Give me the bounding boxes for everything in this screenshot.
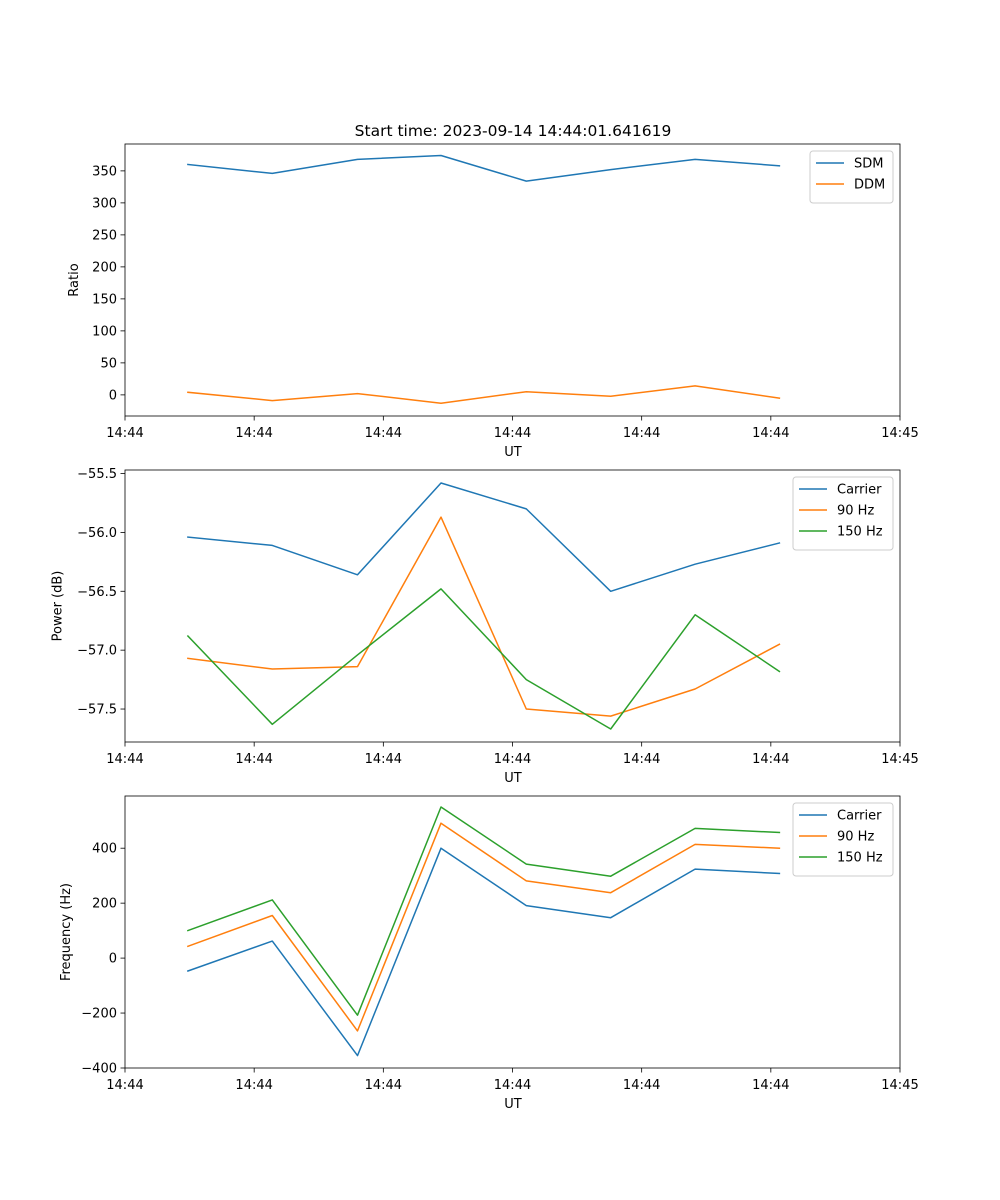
x-tick-label: 14:45 xyxy=(881,1078,918,1093)
x-tick-label: 14:44 xyxy=(623,1078,660,1093)
y-tick-label: −200 xyxy=(81,1007,117,1022)
y-tick-label: −400 xyxy=(81,1062,117,1077)
legend-label-ddm: DDM xyxy=(854,178,885,193)
x-tick-label: 14:44 xyxy=(365,752,402,767)
y-tick-label: −55.5 xyxy=(77,467,117,482)
series-line-150-hz xyxy=(186,806,781,1016)
legend: SDM DDM xyxy=(809,150,894,204)
x-tick-label: 14:44 xyxy=(106,1078,143,1093)
y-tick-label: 200 xyxy=(92,260,117,275)
legend-box xyxy=(809,150,894,204)
chart-panel-3: 14:44 14:44 14:44 14:44 14:44 14:44 14:45 −400 −… xyxy=(59,795,919,1112)
series-line-90-hz xyxy=(186,822,781,1032)
x-tick-label: 14:44 xyxy=(752,1078,789,1093)
legend: Carrier 90 Hz 150 Hz xyxy=(792,476,894,551)
y-tick-label: −56.0 xyxy=(77,526,117,541)
series-line-sdm xyxy=(187,154,781,182)
y-tick-label: 0 xyxy=(109,388,117,403)
y-tick-label: 150 xyxy=(92,292,117,307)
series-line-90-hz xyxy=(187,516,781,717)
y-axis-label: Ratio xyxy=(67,263,82,296)
x-tick-label: 14:44 xyxy=(494,426,531,441)
legend-label-150-hz: 150 Hz xyxy=(837,851,883,866)
y-tick-label: 0 xyxy=(109,952,117,967)
legend-label-sdm: SDM xyxy=(854,157,883,172)
chart-panel-2: 14:44 14:44 14:44 14:44 14:44 14:44 14:45 −57.5… xyxy=(51,467,919,786)
x-tick-label: 14:44 xyxy=(365,1078,402,1093)
x-tick-label: 14:44 xyxy=(365,426,402,441)
x-axis-label: UT xyxy=(504,771,522,786)
x-tick-label: 14:44 xyxy=(235,426,272,441)
y-tick-label: 200 xyxy=(92,897,117,912)
series-line-carrier xyxy=(186,847,781,1057)
series-line-ddm xyxy=(187,385,781,404)
y-tick-label: −56.5 xyxy=(77,585,117,600)
series-line-150-hz xyxy=(186,588,781,730)
legend-label-carrier: Carrier xyxy=(837,483,882,498)
chart-panel-1: 14:44 14:44 14:44 14:44 14:44 14:44 14:45 0 50 10… xyxy=(67,143,919,460)
y-tick-label: 400 xyxy=(92,842,117,857)
y-tick-label: 100 xyxy=(92,324,117,339)
y-tick-label: 350 xyxy=(92,164,117,179)
legend-label-90-hz: 90 Hz xyxy=(837,830,874,845)
x-tick-label: 14:45 xyxy=(881,752,918,767)
y-axis-label: Frequency (Hz) xyxy=(59,883,74,981)
x-tick-label: 14:44 xyxy=(494,1078,531,1093)
legend-label-90-hz: 90 Hz xyxy=(837,504,874,519)
x-axis-label: UT xyxy=(504,445,522,460)
x-tick-label: 14:44 xyxy=(494,752,531,767)
x-tick-label: 14:44 xyxy=(235,1078,272,1093)
legend: Carrier 90 Hz 150 Hz xyxy=(792,802,894,877)
figure-title: Start time: 2023-09-14 14:44:01.641619 xyxy=(355,122,672,140)
y-axis-label: Power (dB) xyxy=(51,571,66,642)
series-line-carrier xyxy=(187,482,781,593)
legend-label-150-hz: 150 Hz xyxy=(837,525,883,540)
y-tick-label: 250 xyxy=(92,228,117,243)
y-tick-label: 50 xyxy=(100,356,117,371)
y-tick-label: −57.0 xyxy=(77,644,117,659)
x-tick-label: 14:44 xyxy=(623,426,660,441)
x-tick-label: 14:44 xyxy=(106,426,143,441)
x-axis-label: UT xyxy=(504,1097,522,1112)
legend-label-carrier: Carrier xyxy=(837,809,882,824)
y-tick-label: −57.5 xyxy=(77,703,117,718)
x-tick-label: 14:44 xyxy=(623,752,660,767)
x-tick-label: 14:44 xyxy=(106,752,143,767)
x-tick-label: 14:44 xyxy=(752,426,789,441)
x-tick-label: 14:45 xyxy=(881,426,918,441)
x-tick-label: 14:44 xyxy=(235,752,272,767)
y-tick-label: 300 xyxy=(92,196,117,211)
x-tick-label: 14:44 xyxy=(752,752,789,767)
